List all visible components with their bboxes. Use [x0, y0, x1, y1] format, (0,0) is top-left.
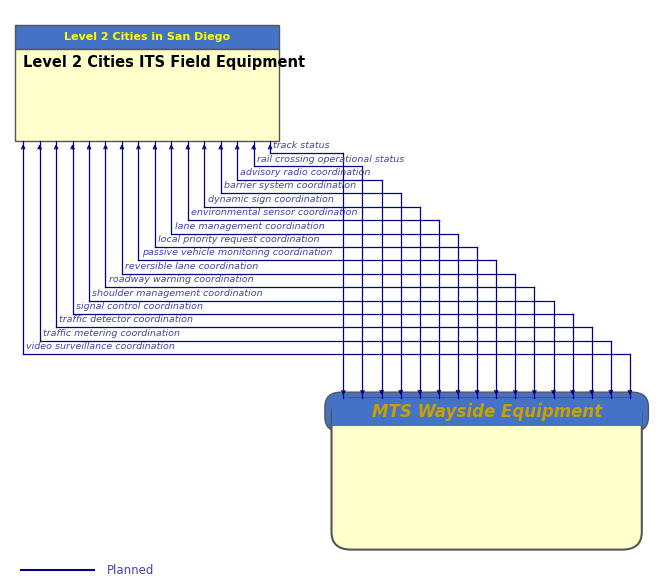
FancyBboxPatch shape: [325, 392, 648, 432]
Text: roadway warning coordination: roadway warning coordination: [109, 275, 253, 284]
Text: Level 2 Cities in San Diego: Level 2 Cities in San Diego: [64, 32, 229, 42]
Text: shoulder management coordination: shoulder management coordination: [92, 289, 263, 298]
Text: advisory radio coordination: advisory radio coordination: [241, 168, 371, 177]
Text: Planned: Planned: [107, 564, 154, 577]
Text: Level 2 Cities ITS Field Equipment: Level 2 Cities ITS Field Equipment: [23, 55, 304, 70]
Text: traffic metering coordination: traffic metering coordination: [43, 329, 180, 338]
FancyBboxPatch shape: [332, 398, 642, 426]
Text: signal control coordination: signal control coordination: [76, 302, 203, 311]
Text: track status: track status: [273, 141, 330, 150]
Text: lane management coordination: lane management coordination: [174, 222, 324, 231]
Text: dynamic sign coordination: dynamic sign coordination: [208, 195, 333, 204]
FancyBboxPatch shape: [15, 49, 278, 141]
FancyBboxPatch shape: [15, 25, 278, 49]
Text: barrier system coordination: barrier system coordination: [224, 181, 356, 190]
Text: local priority request coordination: local priority request coordination: [158, 235, 320, 244]
Text: video surveillance coordination: video surveillance coordination: [27, 342, 175, 352]
FancyBboxPatch shape: [332, 398, 642, 550]
Text: rail crossing operational status: rail crossing operational status: [257, 155, 404, 163]
Text: environmental sensor coordination: environmental sensor coordination: [191, 208, 357, 217]
Text: MTS Wayside Equipment: MTS Wayside Equipment: [371, 403, 602, 421]
Text: reversible lane coordination: reversible lane coordination: [125, 262, 259, 271]
Text: traffic detector coordination: traffic detector coordination: [60, 315, 194, 325]
Text: passive vehicle monitoring coordination: passive vehicle monitoring coordination: [142, 248, 332, 257]
